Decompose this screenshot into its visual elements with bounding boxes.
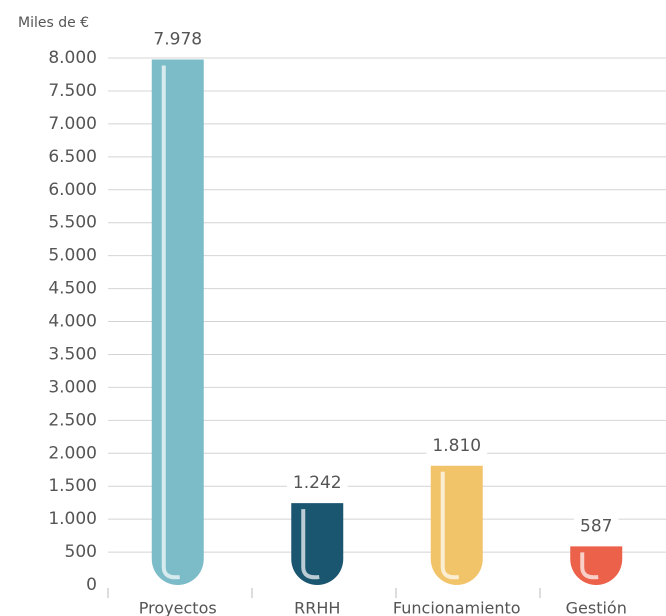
y-tick-label: 7.000 — [48, 114, 97, 134]
bar-highlight — [580, 552, 599, 580]
x-axis-ticks — [107, 588, 541, 598]
value-label-bg — [426, 433, 488, 458]
bar-highlight — [301, 509, 320, 580]
y-tick-label: 1.500 — [48, 476, 97, 496]
y-tick-label: 3.500 — [48, 344, 97, 364]
y-tick-label: 500 — [65, 542, 97, 562]
y-tick-label: 2.500 — [48, 410, 97, 430]
value-label-bg — [147, 27, 209, 52]
y-tick-label: 7.500 — [48, 81, 97, 101]
bar — [291, 503, 344, 585]
bar — [151, 59, 204, 586]
value-label: 1.242 — [293, 473, 342, 493]
x-tick-label: RRHH — [294, 599, 340, 616]
y-tick-label: 6.500 — [48, 147, 97, 167]
value-label: 7.978 — [153, 29, 202, 49]
x-tick-label: Gestión — [566, 599, 627, 616]
bar-highlight — [440, 471, 459, 580]
value-label: 1.810 — [432, 436, 481, 456]
value-label-bg — [574, 514, 619, 539]
value-label-bg — [286, 471, 348, 496]
x-tick-label: Proyectos — [139, 599, 217, 616]
y-tick-label: 6.000 — [48, 180, 97, 200]
y-axis-label: Miles de € — [18, 15, 89, 31]
y-tick-label: 4.500 — [48, 279, 97, 299]
bar — [430, 465, 483, 585]
y-tick-label: 5.500 — [48, 213, 97, 233]
y-tick-label: 0 — [86, 575, 97, 595]
x-tick-label: Funcionamiento — [393, 599, 521, 616]
y-tick-label: 4.000 — [48, 312, 97, 332]
value-label: 587 — [580, 516, 612, 536]
y-tick-label: 5.000 — [48, 246, 97, 266]
bar-highlight — [161, 65, 180, 580]
y-tick-label: 1.000 — [48, 509, 97, 529]
y-tick-label: 3.000 — [48, 377, 97, 397]
y-tick-label: 8.000 — [48, 48, 97, 68]
y-tick-label: 2.000 — [48, 443, 97, 463]
